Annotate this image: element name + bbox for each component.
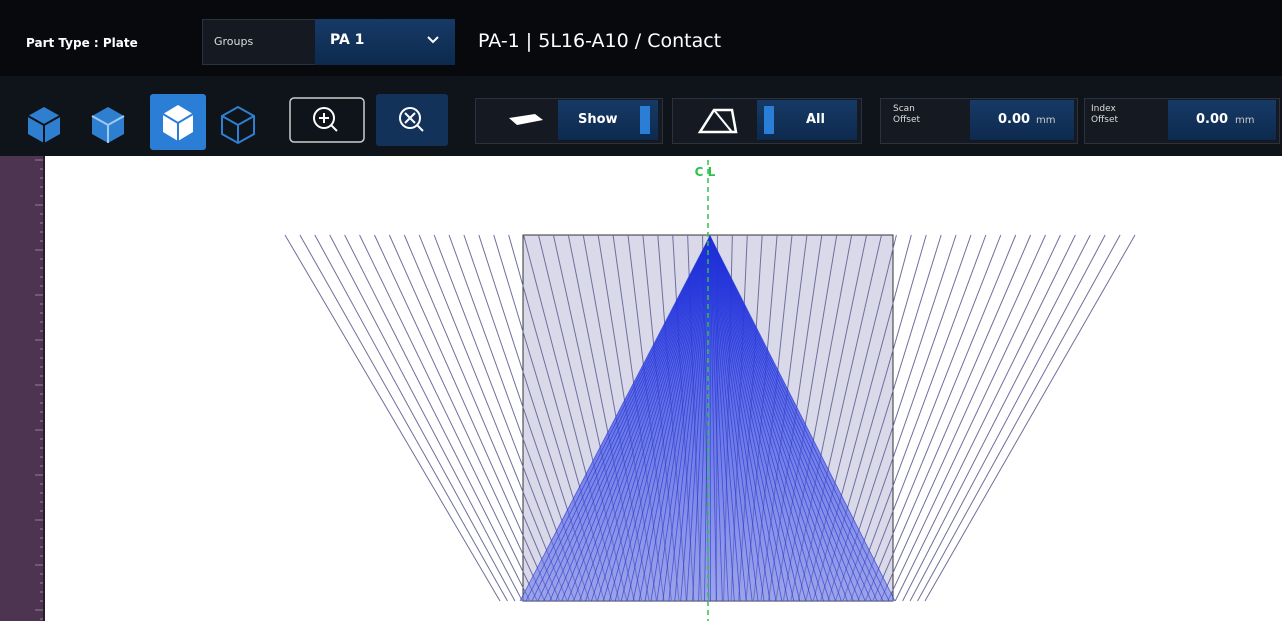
dropdown-arrow bbox=[427, 36, 439, 44]
index-offset-unit: mm bbox=[1235, 115, 1254, 126]
view-buttons bbox=[0, 76, 460, 156]
top-bar: Part Type : Plate Groups PA 1 PA-1 | 5L1… bbox=[0, 0, 1282, 76]
group-value: PA 1 bbox=[330, 32, 364, 48]
beam-line bbox=[903, 235, 1091, 601]
beam-line bbox=[895, 235, 1075, 601]
wedge-icon bbox=[505, 112, 545, 128]
view-cube-4[interactable] bbox=[222, 107, 254, 143]
wedge-toggle-label: Show bbox=[578, 112, 618, 127]
zoom-in-button[interactable] bbox=[290, 98, 364, 142]
beam-line bbox=[910, 235, 1105, 601]
toolbar: Show All Scan Offset 0.00 mm Index Offse… bbox=[0, 76, 1282, 156]
beam-lines bbox=[285, 235, 1135, 601]
ruler bbox=[0, 156, 45, 621]
beam-line bbox=[315, 235, 515, 601]
beam-line bbox=[880, 235, 1045, 601]
centerline-label: C L bbox=[695, 165, 716, 179]
view-toggle-label: All bbox=[806, 112, 825, 127]
index-offset-label: Index Offset bbox=[1091, 104, 1131, 126]
beam-line bbox=[888, 235, 1061, 601]
beam-line bbox=[374, 235, 544, 601]
beam-line bbox=[918, 235, 1121, 601]
ruler-ticks bbox=[0, 156, 45, 621]
beam-line bbox=[300, 235, 508, 601]
scan-offset-value: 0.00 bbox=[998, 112, 1030, 127]
scan-offset-unit: mm bbox=[1036, 115, 1055, 126]
view-cube-2[interactable] bbox=[92, 107, 124, 143]
beam-line bbox=[925, 235, 1135, 601]
view-cube-1[interactable] bbox=[28, 107, 60, 143]
beam-line bbox=[345, 235, 530, 601]
index-offset-value: 0.00 bbox=[1196, 112, 1228, 127]
part-icon bbox=[696, 104, 740, 136]
beam-line bbox=[285, 235, 500, 601]
part-type: Part Type : Plate bbox=[26, 36, 138, 50]
scan-offset-label: Scan Offset bbox=[893, 104, 933, 126]
probe-info: PA-1 | 5L16-A10 / Contact bbox=[478, 30, 721, 52]
groups-label: Groups bbox=[214, 35, 253, 48]
scan-plan-view: C L bbox=[0, 156, 1282, 621]
